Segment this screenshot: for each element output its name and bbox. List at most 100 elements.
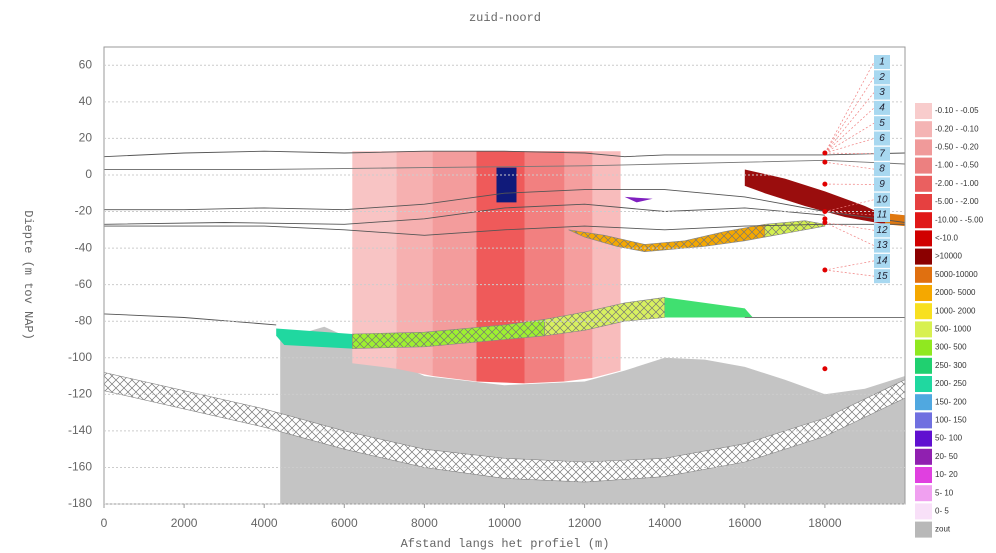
- section-polygon: [496, 167, 517, 203]
- layer-line: [104, 223, 905, 236]
- label-connector: [824, 122, 875, 154]
- legend-swatch: [915, 248, 932, 265]
- label-box: [874, 131, 890, 146]
- legend-label: 250- 300: [935, 361, 967, 370]
- legend-label: 10- 20: [935, 470, 958, 479]
- label-box: [874, 253, 890, 268]
- label-box: [874, 70, 890, 85]
- label-text: 10: [876, 194, 888, 205]
- legend-swatch: [915, 412, 932, 429]
- label-text: 13: [876, 240, 888, 251]
- legend-label: -2.00 - -1.00: [935, 179, 979, 188]
- label-connector: [824, 138, 875, 154]
- y-tick-label: -180: [68, 496, 92, 510]
- y-tick-label: 0: [85, 167, 92, 181]
- legend-label: 100- 150: [935, 416, 967, 425]
- layer-line: [104, 313, 277, 326]
- y-tick-label: -100: [68, 350, 92, 364]
- legend-label: -10.00 - -5.00: [935, 215, 984, 224]
- label-text: 12: [876, 225, 888, 236]
- label-connector: [824, 222, 875, 231]
- legend-label: 5- 10: [935, 488, 954, 497]
- y-tick-label: -120: [68, 386, 92, 400]
- y-axis-label: Diepte (m tov NAP): [21, 210, 35, 340]
- legend-label: 300- 500: [935, 343, 967, 352]
- label-connector: [824, 61, 875, 154]
- label-text: 9: [879, 179, 885, 190]
- section-polygon: [664, 297, 753, 318]
- layer-line: [104, 203, 825, 225]
- y-tick-label: 20: [79, 131, 93, 145]
- legend-swatch: [915, 157, 932, 174]
- layer-line: [104, 159, 905, 170]
- label-box: [874, 192, 890, 207]
- label-connector: [824, 211, 875, 216]
- legend-label: >10000: [935, 252, 962, 261]
- legend-swatch: [915, 212, 932, 229]
- label-text: 3: [879, 87, 885, 98]
- legend-swatch: [915, 321, 932, 338]
- label-text: 14: [876, 256, 888, 267]
- section-polygon: [396, 151, 433, 376]
- legend-label: 500- 1000: [935, 325, 972, 334]
- layer-line: [104, 150, 905, 158]
- legend-swatch: [915, 121, 932, 138]
- section-polygon: [592, 151, 621, 378]
- label-connector: [824, 260, 875, 271]
- section-polygon: [624, 196, 653, 203]
- legend-label: -0.10 - -0.05: [935, 106, 979, 115]
- legend-swatch: [915, 266, 932, 283]
- x-tick-label: 2000: [171, 516, 198, 530]
- x-tick-label: 10000: [488, 516, 522, 530]
- label-connector: [824, 161, 875, 170]
- legend-swatch: [915, 521, 932, 538]
- boring-point: [822, 209, 828, 215]
- chart-title: zuid-noord: [469, 11, 541, 25]
- label-text: 7: [879, 148, 885, 159]
- legend-label: 0- 5: [935, 507, 949, 516]
- legend-swatch: [915, 394, 932, 411]
- label-box: [874, 208, 890, 222]
- legend-swatch: [915, 175, 932, 192]
- label-box: [874, 100, 890, 115]
- x-tick-label: 14000: [648, 516, 682, 530]
- hatch-overlay: [764, 220, 825, 238]
- x-tick-label: 6000: [331, 516, 358, 530]
- legend-label: 2000- 5000: [935, 288, 976, 297]
- legend-label: 5000-10000: [935, 270, 978, 279]
- label-box: [874, 85, 890, 100]
- legend-swatch: [915, 448, 932, 465]
- legend-swatch: [915, 303, 932, 320]
- legend-label: 200- 250: [935, 379, 967, 388]
- legend-swatch: [915, 467, 932, 483]
- section-polygon: [524, 151, 565, 384]
- y-tick-label: -40: [75, 240, 93, 254]
- label-text: 6: [879, 133, 885, 144]
- legend-label: -0.50 - -0.20: [935, 143, 979, 152]
- legend-swatch: [915, 230, 932, 247]
- x-tick-label: 12000: [568, 516, 602, 530]
- label-connector: [824, 199, 875, 212]
- legend-swatch: [915, 139, 932, 156]
- legend-swatch: [915, 339, 932, 356]
- legend-swatch: [915, 503, 932, 520]
- x-tick-label: 0: [101, 516, 108, 530]
- x-tick-label: 4000: [251, 516, 278, 530]
- boring-point: [822, 267, 828, 273]
- boring-point: [822, 159, 828, 165]
- label-box: [874, 146, 890, 161]
- y-tick-label: -140: [68, 423, 92, 437]
- hatch-overlay: [544, 297, 665, 336]
- plot-area: [104, 150, 905, 504]
- label-connector: [824, 269, 875, 277]
- label-connector: [824, 107, 875, 154]
- x-tick-label: 18000: [808, 516, 842, 530]
- label-box: [874, 162, 890, 177]
- legend-swatch: [915, 376, 932, 392]
- legend-swatch: [915, 430, 932, 447]
- boring-point: [822, 216, 828, 222]
- hatch-overlay: [568, 224, 765, 252]
- label-connector: [824, 77, 875, 154]
- boring-point: [822, 181, 828, 187]
